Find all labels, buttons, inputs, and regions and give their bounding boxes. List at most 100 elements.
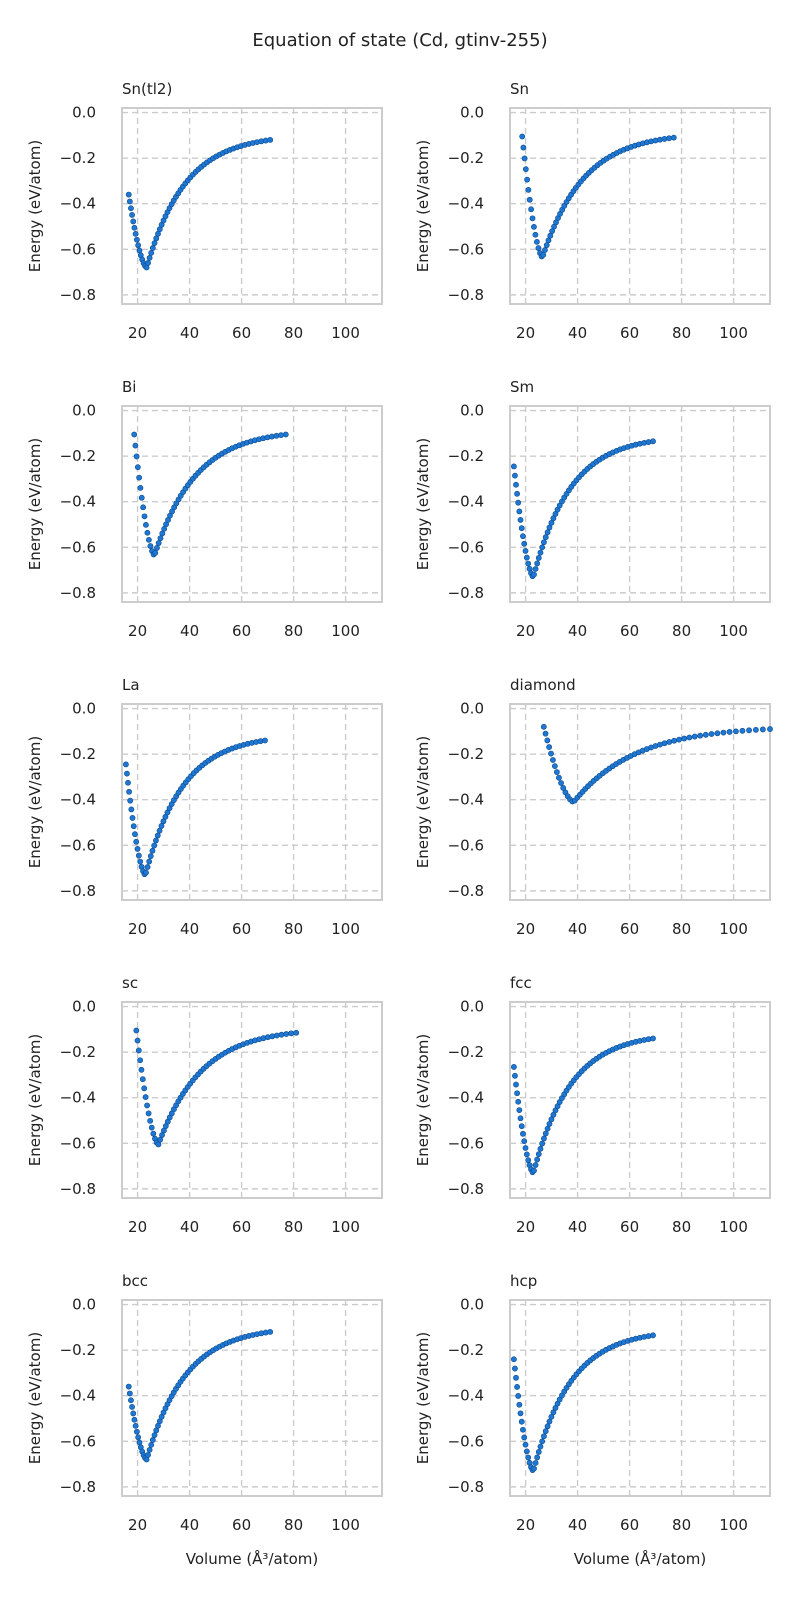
y-tick-label: −0.2 (60, 1043, 96, 1061)
x-tick-label: 100 (331, 920, 360, 938)
y-tick-label: −0.8 (60, 584, 96, 602)
x-tick-label: 100 (719, 324, 748, 342)
x-tick-label: 100 (331, 324, 360, 342)
data-point (267, 1329, 274, 1335)
data-point (130, 218, 137, 225)
data-point (515, 1098, 522, 1105)
data-point (132, 1422, 139, 1429)
axes-frame (121, 405, 383, 603)
data-point (140, 504, 147, 511)
y-tick-label: −0.4 (60, 195, 96, 213)
data-point (518, 1418, 525, 1425)
data-point (137, 1057, 144, 1064)
panel-sm: Sm 20 40 60 80 100 0.0 −0.2 −0.4 −0.6 −0.8 Energy (… (414, 378, 771, 640)
data-point (531, 1167, 537, 1174)
x-tick-label: 80 (284, 1218, 303, 1236)
data-point (153, 837, 159, 844)
data-point (544, 1125, 551, 1132)
data-point (548, 750, 554, 757)
data-point (131, 224, 138, 231)
data-point (126, 1390, 133, 1397)
data-point (733, 728, 739, 735)
y-tick-label: −0.8 (60, 1180, 96, 1198)
data-point (513, 481, 519, 488)
y-tick-label: −0.2 (448, 149, 484, 167)
data-point (691, 733, 698, 740)
y-axis-label: Energy (eV/atom) (26, 1034, 44, 1166)
x-tick-label: 100 (331, 1516, 360, 1534)
data-point (143, 869, 149, 876)
data-point (666, 135, 672, 142)
x-tick-label: 20 (516, 324, 535, 342)
data-point (519, 133, 526, 140)
data-point (708, 731, 715, 737)
data-point (666, 739, 673, 745)
data-point (523, 1448, 530, 1455)
data-point (541, 1135, 547, 1142)
data-point (146, 1446, 153, 1453)
y-axis-label: Energy (eV/atom) (414, 1034, 432, 1166)
data-point (282, 431, 289, 438)
y-tick-label: −0.4 (448, 791, 484, 809)
data-point (535, 1151, 542, 1158)
data-point (537, 1443, 544, 1450)
panel-bcc: bcc 20 40 60 80 100 0.0 −0.2 −0.4 −0.6 −0.8 Energy … (26, 1272, 383, 1568)
data-point (138, 494, 145, 501)
data-point (129, 815, 136, 821)
x-tick-label: 100 (719, 622, 748, 640)
panel-title: La (122, 676, 140, 694)
data-point (132, 230, 139, 237)
y-axis-label: Energy (eV/atom) (414, 438, 432, 570)
data-point (145, 1110, 152, 1117)
data-point (262, 737, 268, 744)
data-point (129, 212, 135, 218)
x-tick-label: 40 (180, 1516, 199, 1534)
data-point (139, 1076, 146, 1083)
data-point (516, 508, 523, 515)
data-point (516, 1107, 523, 1114)
y-tick-label: 0.0 (72, 104, 96, 122)
data-point (532, 1162, 539, 1168)
data-point (283, 1031, 290, 1037)
data-point (752, 726, 759, 733)
data-point (513, 1374, 519, 1381)
x-tick-label: 40 (568, 622, 587, 640)
data-point (541, 539, 547, 546)
data-point (539, 1438, 546, 1445)
x-tick-label: 40 (568, 1516, 587, 1534)
y-tick-label: −0.6 (60, 1134, 96, 1152)
data-point (278, 432, 284, 439)
y-tick-label: 0.0 (460, 402, 484, 420)
panel-title: Sm (510, 378, 534, 396)
y-axis-label: Energy (eV/atom) (26, 438, 44, 570)
data-point (514, 1090, 520, 1097)
y-tick-label: −0.2 (448, 1043, 484, 1061)
x-tick-label: 80 (284, 324, 303, 342)
data-point (131, 1416, 138, 1423)
data-point (714, 730, 721, 737)
panel-bi: Bi 20 40 60 80 100 0.0 −0.2 −0.4 −0.6 −0.8 Energy (… (26, 378, 383, 640)
x-tick-label: 80 (672, 622, 691, 640)
data-point (146, 254, 153, 261)
y-tick-label: −0.2 (60, 1341, 96, 1359)
data-point (137, 484, 144, 491)
data-point (525, 1454, 532, 1461)
data-point (514, 1384, 520, 1390)
panel-title: Sn (510, 80, 529, 98)
data-point (534, 1156, 541, 1163)
data-point (541, 1433, 547, 1440)
data-point (551, 763, 558, 770)
x-tick-label: 20 (516, 622, 535, 640)
data-point (134, 464, 141, 471)
data-point (136, 1439, 143, 1446)
data-point (144, 529, 151, 536)
panel-diamond: diamond 20 40 60 80 100 0.0 −0.2 −0.4 −0.6 −0.8 Ene… (414, 676, 773, 938)
y-tick-label: 0.0 (460, 104, 484, 122)
data-point (128, 1397, 134, 1404)
data-point (154, 545, 160, 551)
data-point (127, 797, 134, 804)
data-point (746, 727, 752, 734)
y-tick-label: −0.6 (448, 538, 484, 556)
data-point (511, 1064, 517, 1070)
data-point (517, 1410, 524, 1417)
